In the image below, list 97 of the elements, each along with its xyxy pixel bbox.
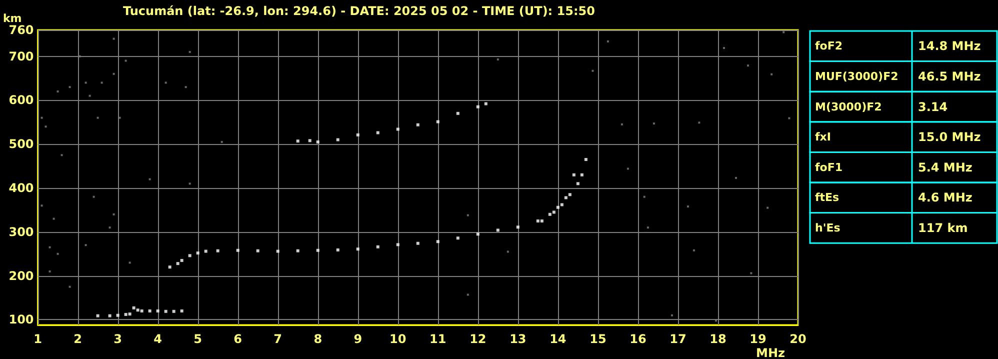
x-tick-label: 1 [34, 332, 42, 346]
x-tick-label: 18 [710, 332, 726, 346]
y-tick-label: 200 [8, 268, 34, 283]
point [196, 252, 200, 255]
x-tick-label: 17 [670, 332, 686, 346]
text: fxI 15.0 MHz [815, 130, 981, 144]
point [496, 228, 500, 232]
point [188, 254, 192, 258]
point [356, 133, 360, 136]
point [336, 248, 340, 252]
point [580, 173, 584, 176]
point [176, 262, 180, 266]
point [308, 139, 312, 142]
x-tick-label: 14 [550, 332, 566, 346]
y-tick-label: 760 [8, 23, 34, 37]
point [540, 219, 544, 222]
text: MUF(3000)F2 46.5 MHz [815, 69, 981, 84]
point [436, 120, 440, 124]
point [576, 182, 580, 186]
point [396, 243, 400, 246]
text: h'Es 117 km [815, 220, 968, 235]
point [396, 128, 400, 131]
text: foF2 14.8 MHz [815, 39, 981, 54]
point [116, 314, 120, 317]
point [356, 248, 360, 251]
x-tick-label: 16 [630, 332, 646, 346]
y-tick-label: 700 [8, 49, 34, 64]
x-tick-label: 5 [194, 332, 202, 346]
point [436, 240, 440, 244]
text: M(3000)F2 3.14 [815, 100, 948, 114]
point [476, 232, 480, 236]
point [128, 312, 132, 316]
x-tick-label: 15 [590, 332, 606, 346]
point [536, 219, 540, 222]
x-tick-label: 11 [430, 332, 446, 346]
point [484, 102, 488, 106]
y-tick-label: 500 [8, 137, 34, 152]
point [180, 258, 184, 262]
x-tick-label: 8 [314, 332, 322, 346]
x-tick-label: 13 [510, 332, 526, 346]
chart-title: Tucumán (lat: -26.9, lon: 294.6) - DATE: 2025 05 02 - TIME (UT): 15:50 [123, 4, 595, 18]
point [204, 250, 208, 253]
point [456, 236, 460, 240]
text: ftEs 4.6 MHz [815, 190, 972, 205]
point [172, 310, 176, 313]
point [168, 266, 172, 269]
point [516, 226, 520, 229]
point [548, 212, 552, 216]
point [376, 245, 380, 248]
point [140, 309, 144, 312]
point [296, 249, 300, 252]
x-tick-label: 19 [750, 332, 766, 346]
point [236, 248, 240, 252]
point [148, 309, 152, 312]
y-tick-label: 100 [8, 312, 34, 327]
y-tick-label: 600 [8, 93, 34, 108]
point [416, 123, 420, 126]
point [376, 131, 380, 134]
point [180, 309, 184, 312]
point [568, 193, 572, 196]
x-tick-label: 7 [274, 332, 282, 346]
point [584, 158, 588, 161]
x-tick-label: 2 [74, 332, 82, 346]
point [476, 105, 480, 108]
point [416, 242, 420, 245]
point [556, 206, 560, 209]
y-tick-label: 400 [8, 181, 34, 196]
point [316, 248, 320, 252]
x-tick-label: 20 [790, 332, 806, 346]
point [256, 249, 260, 252]
x-tick-label: 3 [114, 332, 122, 346]
point [456, 112, 460, 115]
point [316, 140, 320, 144]
point [552, 210, 556, 214]
x-tick-label: 6 [234, 332, 242, 346]
x-tick-label: 4 [154, 332, 162, 346]
y-tick-label: 300 [8, 224, 34, 239]
y-axis-title: km [2, 12, 22, 26]
point [560, 203, 564, 206]
point [156, 309, 160, 312]
x-tick-label: 12 [470, 332, 486, 346]
point [124, 312, 128, 316]
point [136, 308, 140, 312]
text: foF1 5.4 MHz [815, 160, 972, 174]
point [164, 310, 168, 313]
point [336, 138, 340, 142]
point [276, 250, 280, 253]
point [564, 196, 568, 200]
point [96, 314, 100, 318]
point [216, 249, 220, 252]
x-axis-title: MHz [756, 346, 785, 359]
x-tick-label: 10 [390, 332, 406, 346]
point [132, 306, 136, 310]
point [572, 173, 576, 176]
point [296, 140, 300, 143]
x-tick-label: 9 [354, 332, 362, 346]
point [108, 314, 112, 318]
